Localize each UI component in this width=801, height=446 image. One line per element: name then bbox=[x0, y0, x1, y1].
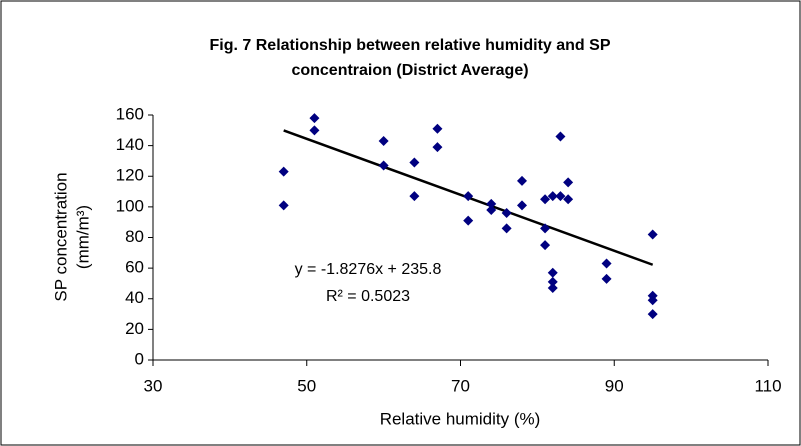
data-point bbox=[547, 191, 558, 202]
y-axis-label: (mm/m³) bbox=[73, 205, 92, 269]
x-axis-label: Relative humidity (%) bbox=[380, 409, 541, 428]
y-tick-label: 0 bbox=[135, 349, 144, 368]
data-point bbox=[278, 166, 289, 177]
x-tick-label: 50 bbox=[297, 376, 316, 395]
y-tick-label: 20 bbox=[125, 319, 144, 338]
data-point bbox=[486, 204, 497, 215]
data-point bbox=[309, 113, 320, 124]
data-point bbox=[547, 267, 558, 278]
x-tick-label: 70 bbox=[451, 376, 470, 395]
y-tick-label: 100 bbox=[116, 196, 144, 215]
data-point bbox=[501, 208, 512, 218]
data-point bbox=[432, 123, 443, 134]
data-point bbox=[647, 295, 658, 306]
data-point bbox=[540, 223, 551, 234]
data-point bbox=[517, 175, 527, 186]
data-point bbox=[517, 200, 527, 211]
data-point bbox=[547, 276, 558, 287]
data-point bbox=[555, 191, 566, 202]
data-point bbox=[540, 240, 551, 251]
data-point bbox=[432, 142, 443, 153]
data-point bbox=[378, 160, 389, 171]
data-point bbox=[555, 131, 566, 142]
y-tick-label: 60 bbox=[125, 258, 144, 277]
data-point bbox=[409, 157, 420, 168]
data-point bbox=[463, 191, 474, 202]
data-point bbox=[647, 229, 658, 240]
trend-equation: y = -1.8276x + 235.8 bbox=[295, 261, 442, 278]
data-point bbox=[501, 223, 512, 234]
y-tick-label: 80 bbox=[125, 227, 144, 246]
x-tick-label: 30 bbox=[144, 376, 163, 395]
data-point bbox=[463, 215, 474, 226]
y-tick-label: 160 bbox=[116, 104, 144, 123]
data-point bbox=[601, 273, 612, 284]
data-point bbox=[540, 194, 551, 205]
data-point bbox=[409, 191, 420, 202]
data-point bbox=[563, 177, 574, 188]
y-tick-label: 120 bbox=[116, 166, 144, 185]
r-squared: R² = 0.5023 bbox=[326, 288, 410, 305]
chart-title: concentraion (District Average) bbox=[291, 62, 528, 79]
chart-title: Fig. 7 Relationship between relative hum… bbox=[210, 37, 611, 54]
data-point bbox=[647, 309, 658, 320]
data-point bbox=[309, 125, 320, 136]
data-point bbox=[378, 136, 389, 147]
data-point bbox=[486, 198, 497, 209]
data-point bbox=[278, 200, 289, 211]
y-axis-label: SP concentration bbox=[51, 172, 70, 301]
data-point bbox=[601, 258, 612, 269]
y-tick-label: 140 bbox=[116, 135, 144, 154]
data-point bbox=[547, 283, 558, 294]
x-tick-label: 110 bbox=[754, 376, 781, 395]
data-point bbox=[563, 194, 574, 205]
x-tick-label: 90 bbox=[605, 376, 624, 395]
y-tick-label: 40 bbox=[125, 288, 144, 307]
